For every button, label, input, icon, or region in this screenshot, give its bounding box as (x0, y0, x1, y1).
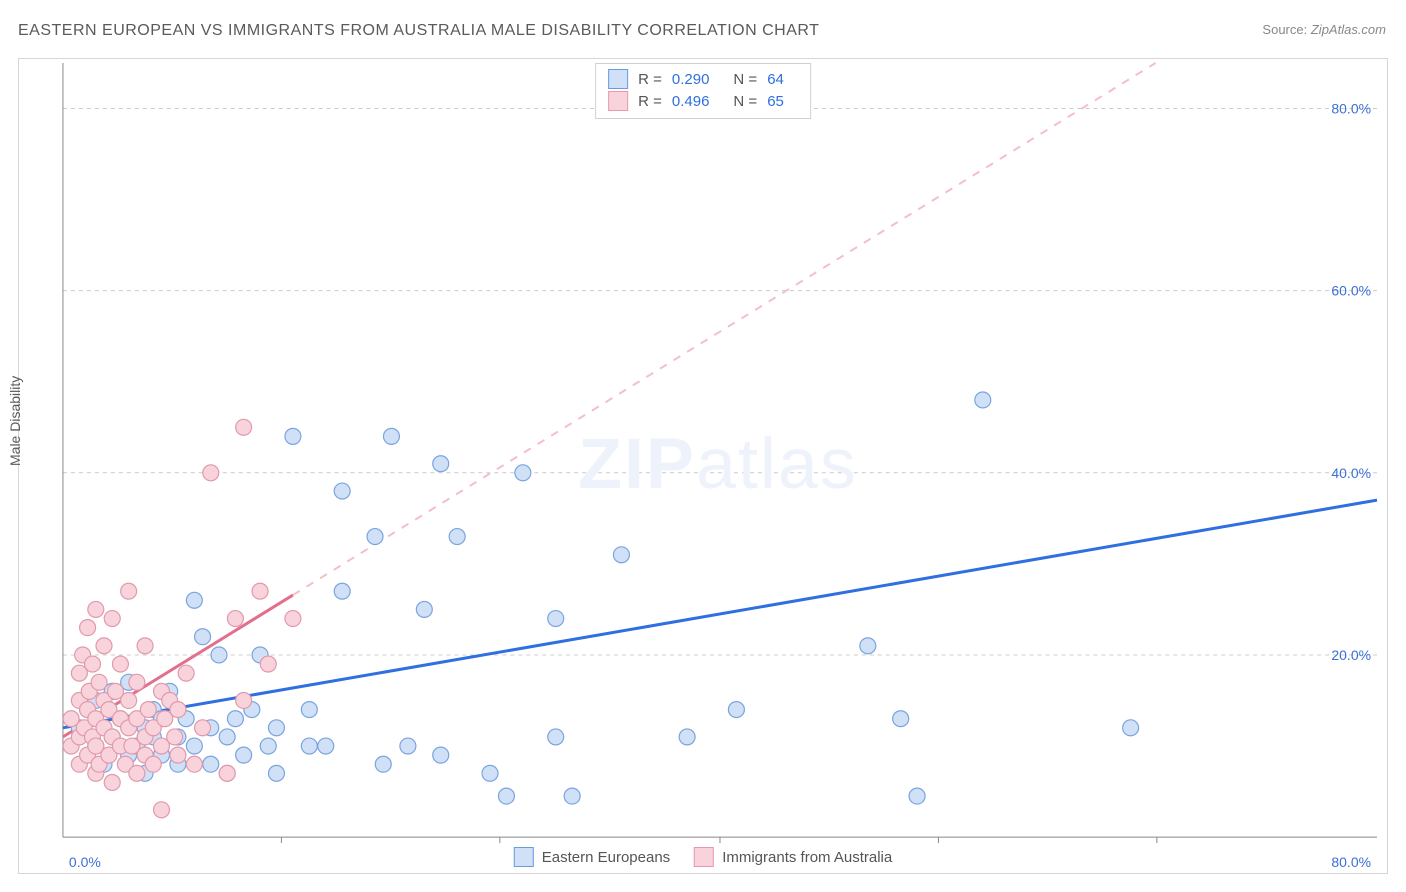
data-point (137, 638, 153, 654)
data-point (219, 729, 235, 745)
watermark: ZIPatlas (578, 424, 858, 504)
data-point (195, 629, 211, 645)
data-point (80, 620, 96, 636)
data-point (449, 529, 465, 545)
data-point (129, 765, 145, 781)
data-point (285, 428, 301, 444)
data-point (318, 738, 334, 754)
data-point (112, 656, 128, 672)
data-point (860, 638, 876, 654)
legend-swatch (514, 847, 534, 867)
data-point (367, 529, 383, 545)
data-point (728, 702, 744, 718)
data-point (400, 738, 416, 754)
data-point (564, 788, 580, 804)
data-point (104, 611, 120, 627)
legend-stat-row: R =0.496N =65 (608, 90, 798, 112)
data-point (195, 720, 211, 736)
legend-item: Immigrants from Australia (694, 847, 892, 867)
data-point (170, 702, 186, 718)
data-point (167, 729, 183, 745)
y-tick-label: 60.0% (1331, 283, 1371, 299)
source-attribution: Source: ZipAtlas.com (1262, 22, 1386, 37)
data-point (186, 756, 202, 772)
data-point (211, 647, 227, 663)
legend-swatch (608, 69, 628, 89)
data-point (91, 674, 107, 690)
data-point (236, 693, 252, 709)
legend-label: Eastern Europeans (542, 849, 670, 866)
x-tick-label: 80.0% (1331, 854, 1371, 870)
data-point (85, 656, 101, 672)
data-point (121, 583, 137, 599)
data-point (260, 656, 276, 672)
data-point (227, 711, 243, 727)
data-point (498, 788, 514, 804)
legend-swatch (608, 91, 628, 111)
data-point (893, 711, 909, 727)
source-label: Source: (1262, 22, 1307, 37)
data-point (227, 611, 243, 627)
data-point (170, 747, 186, 763)
data-point (88, 601, 104, 617)
series-legend: Eastern Europeans Immigrants from Austral… (514, 847, 892, 867)
data-point (301, 702, 317, 718)
scatter-plot: ZIPatlas 20.0% 40.0% 60.0% 80.0% 0.0% 80.0% (19, 59, 1387, 873)
data-point (145, 756, 161, 772)
legend-stat-row: R =0.290N =64 (608, 68, 798, 90)
data-point (613, 547, 629, 563)
stats-legend: R =0.290N =64R =0.496N =65 (595, 63, 811, 119)
data-point (909, 788, 925, 804)
legend-item: Eastern Europeans (514, 847, 670, 867)
x-tick-label: 0.0% (69, 854, 101, 870)
y-tick-label: 20.0% (1331, 647, 1371, 663)
data-point (203, 756, 219, 772)
data-point (301, 738, 317, 754)
data-point (975, 392, 991, 408)
data-point (416, 601, 432, 617)
data-point (104, 774, 120, 790)
data-point (121, 693, 137, 709)
data-point (154, 802, 170, 818)
source-value: ZipAtlas.com (1311, 22, 1386, 37)
data-point (482, 765, 498, 781)
data-point (268, 720, 284, 736)
data-point (433, 456, 449, 472)
data-point (260, 738, 276, 754)
data-point (334, 583, 350, 599)
data-point (285, 611, 301, 627)
data-point (252, 583, 268, 599)
chart-container: Male Disability ZIPatlas 20.0%40.0%60.0%… (18, 58, 1388, 874)
data-point (334, 483, 350, 499)
data-point (268, 765, 284, 781)
data-point (236, 747, 252, 763)
data-point (548, 611, 564, 627)
data-point (1123, 720, 1139, 736)
legend-swatch (694, 847, 714, 867)
y-tick-label: 80.0% (1331, 101, 1371, 117)
y-tick-label: 40.0% (1331, 465, 1371, 481)
data-point (186, 738, 202, 754)
data-point (178, 665, 194, 681)
data-point (129, 674, 145, 690)
data-point (548, 729, 564, 745)
data-point (433, 747, 449, 763)
data-point (515, 465, 531, 481)
data-point (203, 465, 219, 481)
legend-label: Immigrants from Australia (722, 849, 892, 866)
chart-title: EASTERN EUROPEAN VS IMMIGRANTS FROM AUST… (18, 22, 819, 40)
data-point (96, 638, 112, 654)
data-point (236, 419, 252, 435)
data-point (186, 592, 202, 608)
data-point (140, 702, 156, 718)
data-point (375, 756, 391, 772)
data-point (383, 428, 399, 444)
data-point (219, 765, 235, 781)
data-point (679, 729, 695, 745)
